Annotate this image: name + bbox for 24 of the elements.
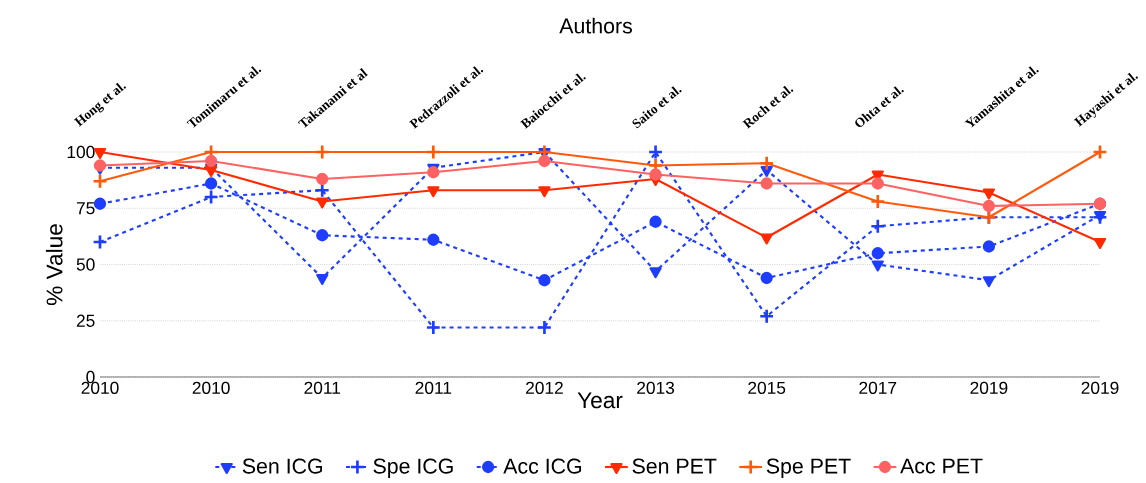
x-tick-label: 2013 [637, 381, 675, 394]
x-tick-label: 2010 [192, 381, 230, 394]
y-tick-label: 25 [76, 314, 95, 327]
x-tick-label: 2012 [526, 381, 563, 394]
legend-label: Spe PET [766, 458, 851, 478]
x-axis-title: Year [577, 392, 623, 409]
x-tick-label: 2019 [1081, 381, 1119, 394]
legend-label: Acc PET [900, 458, 983, 474]
legend-label: Sen ICG [242, 458, 323, 474]
x-tick-label: 2011 [304, 381, 341, 394]
legend-label: Spe ICG [373, 458, 453, 478]
y-tick-label: 100 [67, 145, 95, 159]
x-tick-label: 2017 [859, 381, 897, 394]
legend-label: Sen PET [632, 458, 717, 474]
text: Saito et al. [632, 86, 682, 129]
chart-title: Authors [559, 17, 632, 34]
text: Ohta et al. [855, 86, 904, 128]
y-tick-label: 50 [76, 258, 95, 271]
legend-label: Acc ICG [503, 458, 582, 474]
x-tick-label: 2011 [415, 381, 452, 394]
x-tick-label: 2015 [748, 381, 786, 394]
x-tick-label: 2019 [970, 381, 1008, 394]
y-axis-title: % Value [45, 224, 63, 306]
y-tick-label: 75 [76, 202, 95, 215]
